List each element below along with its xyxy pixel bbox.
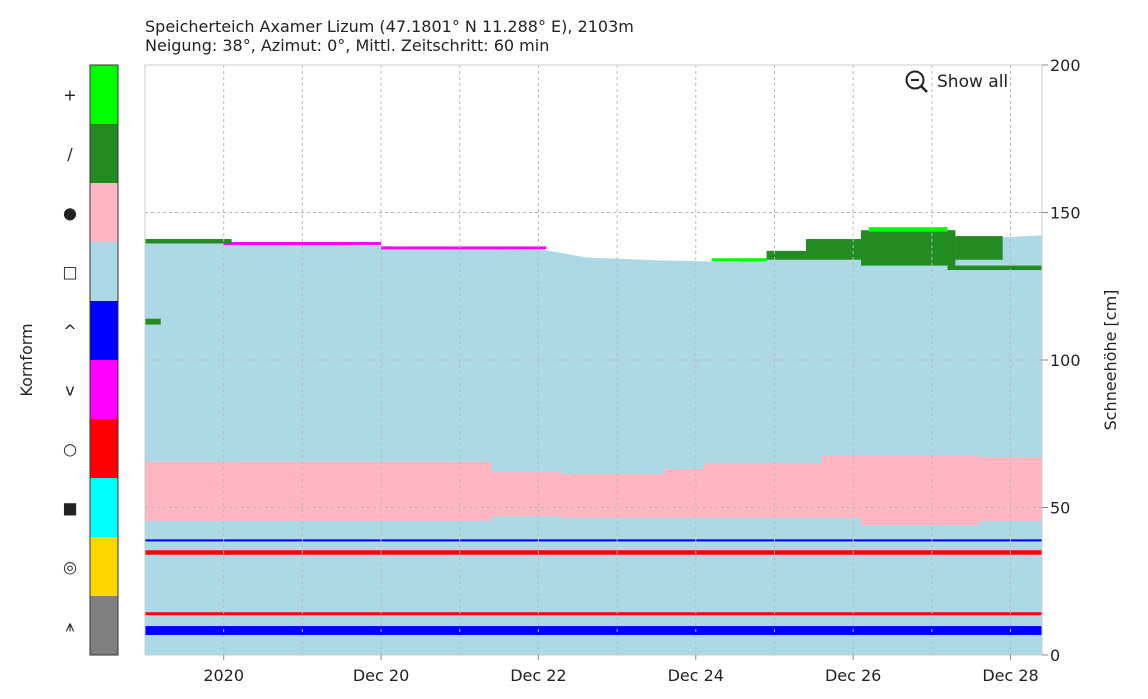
y-tick-label: 50	[1050, 499, 1070, 518]
layer-segment	[955, 236, 1003, 260]
x-tick-label: Dec 24	[668, 666, 724, 685]
layer-segment	[145, 239, 232, 244]
show-all-button[interactable]: Show all	[905, 70, 1008, 94]
legend-swatch	[90, 478, 118, 537]
legend-symbol: ●	[63, 204, 77, 223]
legend-symbol: ⩚	[65, 617, 74, 636]
legend-swatch	[90, 242, 118, 301]
legend-swatch	[90, 360, 118, 419]
layer-segment	[868, 227, 948, 232]
chart-subtitle: Neigung: 38°, Azimut: 0°, Mittl. Zeitsch…	[145, 36, 549, 55]
legend-symbol: /	[67, 145, 73, 164]
layer-segment	[947, 265, 1042, 271]
legend-symbol: ◎	[63, 558, 77, 577]
layer-segment	[562, 474, 665, 518]
layer-segment	[861, 455, 980, 526]
legend-swatch	[90, 124, 118, 183]
layer-segment	[145, 626, 1042, 635]
legend-swatch	[90, 65, 118, 124]
x-tick-label: 2020	[203, 666, 244, 685]
legend-title: Kornform	[17, 323, 36, 396]
legend-symbol: +	[63, 86, 76, 105]
layer-segment	[145, 550, 1042, 555]
snow-height-area	[145, 235, 1042, 655]
layer-segment	[145, 318, 161, 325]
legend-symbol: □	[62, 263, 77, 282]
legend-symbol: ^	[63, 322, 76, 341]
layer-segment	[145, 461, 492, 521]
y-tick-label: 150	[1050, 204, 1081, 223]
legend-symbol: ○	[63, 440, 77, 459]
layer-segment	[381, 246, 547, 250]
layer-segment	[805, 239, 862, 260]
layer-segment	[703, 463, 822, 518]
layer-segment	[861, 230, 956, 266]
x-tick-label: Dec 22	[510, 666, 566, 685]
layer-segment	[491, 472, 563, 517]
layer-segment	[821, 455, 862, 518]
x-tick-label: Dec 28	[982, 666, 1038, 685]
layer-segment	[711, 258, 767, 262]
legend-swatch	[90, 419, 118, 478]
x-tick-label: Dec 20	[353, 666, 409, 685]
layer-segment	[766, 250, 806, 260]
legend-symbol: v	[65, 381, 74, 400]
legend-frame	[89, 64, 119, 656]
chart-title: Speicherteich Axamer Lizum (47.1801° N 1…	[145, 17, 634, 36]
legend-swatch	[90, 537, 118, 596]
y-tick-label: 0	[1050, 646, 1060, 665]
layer-segment	[223, 242, 382, 245]
y-axis-title: Schneehöhe [cm]	[1101, 290, 1120, 431]
y-tick-label: 200	[1050, 56, 1081, 75]
legend-swatch	[90, 183, 118, 242]
x-tick-label: Dec 26	[825, 666, 881, 685]
y-tick-label: 100	[1050, 351, 1081, 370]
legend-swatch	[90, 596, 118, 655]
layer-segment	[145, 612, 1042, 616]
legend-swatch	[90, 301, 118, 360]
layer-segment	[664, 469, 704, 518]
show-all-label: Show all	[937, 72, 1009, 92]
zoom-out-icon	[905, 70, 928, 93]
layer-segment	[145, 539, 1042, 542]
legend-symbol: ■	[62, 499, 77, 518]
